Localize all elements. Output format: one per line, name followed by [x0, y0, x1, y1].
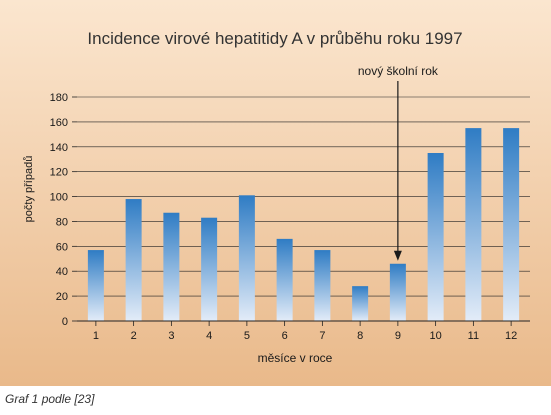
x-tick-label: 7	[319, 330, 325, 342]
x-tick-label: 11	[468, 330, 479, 342]
x-tick-label: 1	[93, 330, 99, 342]
annotation-label: nový školní rok	[358, 64, 439, 78]
chart-svg: Incidence virové hepatitidy A v průběhu …	[0, 0, 551, 386]
bar	[314, 250, 331, 321]
x-tick-label: 12	[505, 330, 517, 342]
figure-caption: Graf 1 podle [23]	[5, 392, 94, 406]
bar	[125, 199, 142, 321]
y-tick-label: 160	[50, 117, 68, 129]
bar	[201, 217, 218, 321]
chart-title: Incidence virové hepatitidy A v průběhu …	[87, 29, 462, 48]
bar	[503, 128, 520, 321]
y-axis-label: počty případů	[23, 156, 35, 223]
y-tick-label: 120	[50, 167, 68, 179]
x-tick-label: 10	[430, 330, 442, 342]
y-tick-label: 100	[50, 192, 68, 204]
x-tick-label: 3	[168, 330, 174, 342]
bar	[276, 238, 293, 321]
y-tick-label: 180	[50, 92, 68, 104]
x-tick-label: 6	[282, 330, 288, 342]
y-tick-label: 0	[62, 316, 68, 328]
caption-lead: Graf 1	[5, 392, 39, 406]
x-tick-label: 2	[131, 330, 137, 342]
bar	[465, 128, 482, 321]
chart-panel: Incidence virové hepatitidy A v průběhu …	[0, 0, 551, 386]
y-tick-label: 140	[50, 142, 68, 154]
x-tick-label: 8	[357, 330, 363, 342]
bar	[389, 263, 406, 321]
bar	[163, 212, 180, 321]
y-tick-label: 60	[56, 241, 68, 253]
caption-source: podle [23]	[38, 392, 95, 406]
bar	[87, 250, 104, 321]
y-tick-label: 80	[56, 216, 68, 228]
chart-background	[0, 0, 551, 386]
y-tick-label: 20	[56, 291, 68, 303]
bar	[352, 286, 369, 321]
bar	[238, 195, 255, 321]
bar	[427, 153, 444, 321]
x-tick-label: 9	[395, 330, 401, 342]
annotation-arrow-head	[393, 250, 402, 261]
x-axis-label: měsíce v roce	[258, 351, 333, 365]
y-tick-label: 40	[56, 266, 68, 278]
x-tick-label: 4	[206, 330, 212, 342]
x-tick-label: 5	[244, 330, 250, 342]
